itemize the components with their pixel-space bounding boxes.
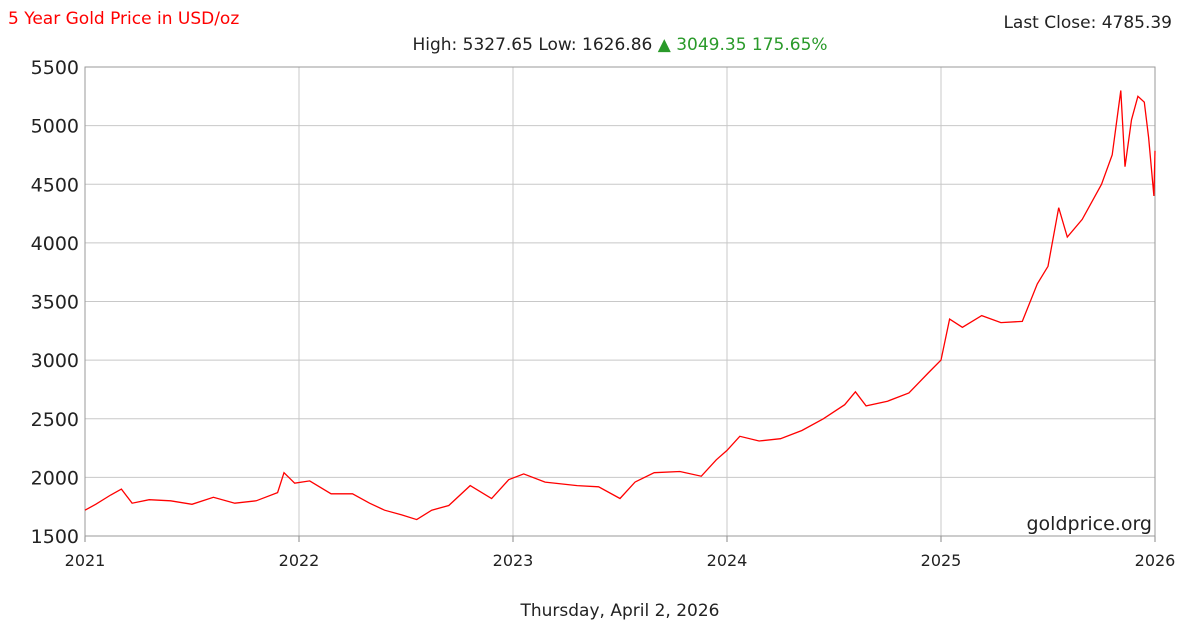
change: ▲ 3049.35 175.65% [658,35,828,55]
last-close: Last Close: 4785.39 [1003,13,1172,33]
y-tick-label: 2000 [31,467,79,489]
y-tick-label: 1500 [31,526,79,548]
y-tick-label: 3500 [31,292,79,314]
x-tick-label: 2022 [279,551,320,570]
plot-frame [84,66,1156,537]
x-tick-label: 2024 [707,551,748,570]
y-tick-label: 4500 [31,174,79,196]
y-tick-label: 3000 [31,350,79,372]
high-low: High: 5327.65 Low: 1626.86 [412,35,652,55]
summary: High: 5327.65 Low: 1626.86 ▲ 3049.35 175… [412,35,827,55]
y-tick-label: 5000 [31,116,79,138]
chart-title: 5 Year Gold Price in USD/oz [8,9,239,29]
y-tick-label: 4000 [31,233,79,255]
x-tick-label: 2025 [921,551,962,570]
price-line [84,90,1156,521]
y-tick-label: 2500 [31,409,79,431]
x-tick-label: 2026 [1135,551,1176,570]
y-tick-label: 5500 [31,57,79,79]
source: goldprice.org [1026,513,1152,535]
date: Thursday, April 2, 2026 [519,601,719,621]
x-tick-label: 2021 [65,551,106,570]
x-tick-label: 2023 [493,551,534,570]
